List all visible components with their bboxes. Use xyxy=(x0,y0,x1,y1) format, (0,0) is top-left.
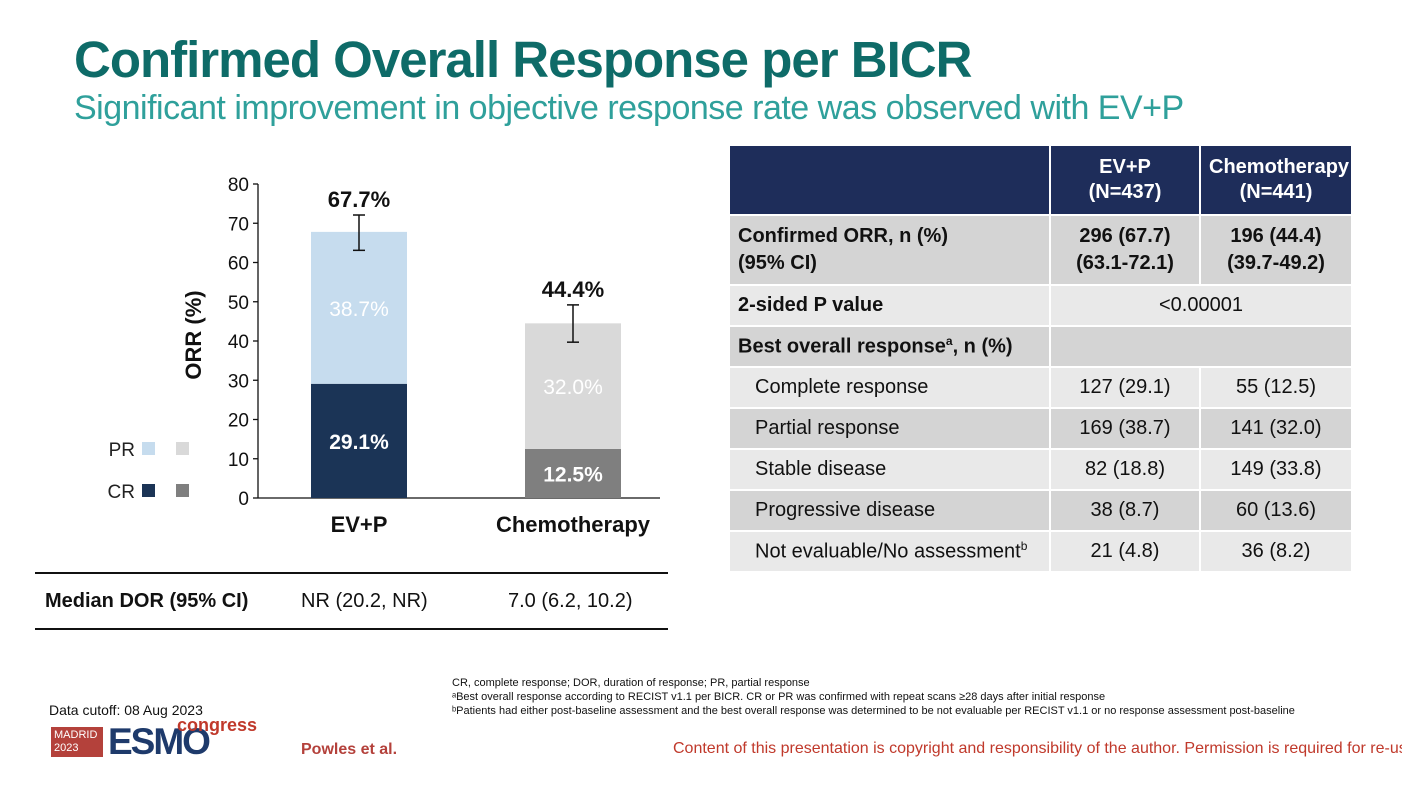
esmo-logo-congress: congress xyxy=(177,715,258,735)
data-label-cr: 12.5% xyxy=(543,463,603,486)
pvalue-value: <0.00001 xyxy=(1049,284,1353,327)
orr-ev-p: 296 (67.7) (63.1-72.1) xyxy=(1049,214,1201,286)
data-label-pr: 32.0% xyxy=(543,376,603,399)
table-row: Stable disease 82 (18.8) 149 (33.8) xyxy=(728,448,1353,491)
response-table: EV+P (N=437) Chemotherapy (N=441) Confirme… xyxy=(728,144,1353,573)
dor-label: Median DOR (95% CI) xyxy=(45,590,249,612)
copyright-notice: Content of this presentation is copyrigh… xyxy=(673,740,1402,757)
median-dor-table: Median DOR (95% CI) NR (20.2, NR) 7.0 (6… xyxy=(35,572,668,630)
footnote-b: ᵇPatients had either post-baseline asses… xyxy=(452,705,1295,717)
slide-title: Confirmed Overall Response per BICR xyxy=(74,31,972,88)
category-label: EV+P xyxy=(331,512,388,537)
table-row: Complete response 127 (29.1) 55 (12.5) xyxy=(728,366,1353,409)
total-label: 44.4% xyxy=(542,277,604,302)
table-header-row: EV+P (N=437) Chemotherapy (N=441) xyxy=(728,144,1353,216)
dor-chemo-value: 7.0 (6.2, 10.2) xyxy=(508,590,633,612)
header-chemo: Chemotherapy (N=441) xyxy=(1199,144,1353,216)
bar-cr-ev-p xyxy=(311,383,407,498)
bor-row: Best overall responsea, n (%) xyxy=(728,325,1353,368)
legend-swatch-pr-ev-p xyxy=(142,442,155,455)
data-label-pr: 38.7% xyxy=(329,298,389,321)
header-blank xyxy=(728,144,1051,216)
legend-label-cr: CR xyxy=(108,482,135,503)
data-cutoff: Data cutoff: 08 Aug 2023 xyxy=(49,702,203,718)
bar-pr-chemo xyxy=(525,323,621,449)
orr-label: Confirmed ORR, n (%) (95% CI) xyxy=(728,214,1051,286)
category-label: Chemotherapy xyxy=(496,512,651,537)
footnote-abbreviations: CR, complete response; DOR, duration of … xyxy=(452,677,810,689)
footnote-a: ᵃBest overall response according to RECI… xyxy=(452,691,1106,703)
esmo-logo: ESMO xyxy=(108,721,211,762)
header-ev-p: EV+P (N=437) xyxy=(1049,144,1201,216)
bor-blank xyxy=(1049,325,1353,368)
legend-swatch-pr-chemo xyxy=(176,442,189,455)
y-tick-label: 0 xyxy=(238,489,249,510)
pvalue-row: 2-sided P value <0.00001 xyxy=(728,284,1353,327)
y-tick-label: 50 xyxy=(228,293,249,314)
y-tick-label: 70 xyxy=(228,214,249,235)
dor-ev-p-value: NR (20.2, NR) xyxy=(301,590,428,612)
author-credit: Powles et al. xyxy=(301,741,398,758)
y-tick-label: 30 xyxy=(228,371,249,392)
table-row: Partial response 169 (38.7) 141 (32.0) xyxy=(728,407,1353,450)
bar-pr-ev-p xyxy=(311,231,407,384)
slide-subtitle: Significant improvement in objective res… xyxy=(74,89,1184,127)
data-label-cr: 29.1% xyxy=(329,431,389,454)
legend-label-pr: PR xyxy=(109,440,135,461)
bor-label: Best overall responsea, n (%) xyxy=(728,325,1051,368)
esmo-logo-badge: MADRID 2023 xyxy=(51,727,103,757)
y-tick-label: 60 xyxy=(228,254,249,275)
total-label: 67.7% xyxy=(328,187,390,212)
y-axis-label: ORR (%) xyxy=(181,290,206,379)
orr-chemo: 196 (44.4) (39.7-49.2) xyxy=(1199,214,1353,286)
pvalue-label: 2-sided P value xyxy=(728,284,1051,327)
orr-stacked-bar-chart: 0 10 20 30 40 50 60 70 80 ORR (%) 29.1% 38.7% 67.7% E… xyxy=(108,175,660,537)
legend-swatch-cr-chemo xyxy=(176,484,189,497)
orr-row: Confirmed ORR, n (%) (95% CI) 296 (67.7)(… xyxy=(728,214,1353,286)
y-tick-label: 40 xyxy=(228,332,249,353)
table-row: Not evaluable/No assessmentb 21 (4.8) 36… xyxy=(728,530,1353,573)
y-tick-label: 10 xyxy=(228,450,249,471)
legend-swatch-cr-ev-p xyxy=(142,484,155,497)
bar-cr-chemo xyxy=(525,448,621,498)
y-tick-label: 80 xyxy=(228,175,249,196)
y-tick-label: 20 xyxy=(228,411,249,432)
table-row: Progressive disease 38 (8.7) 60 (13.6) xyxy=(728,489,1353,532)
